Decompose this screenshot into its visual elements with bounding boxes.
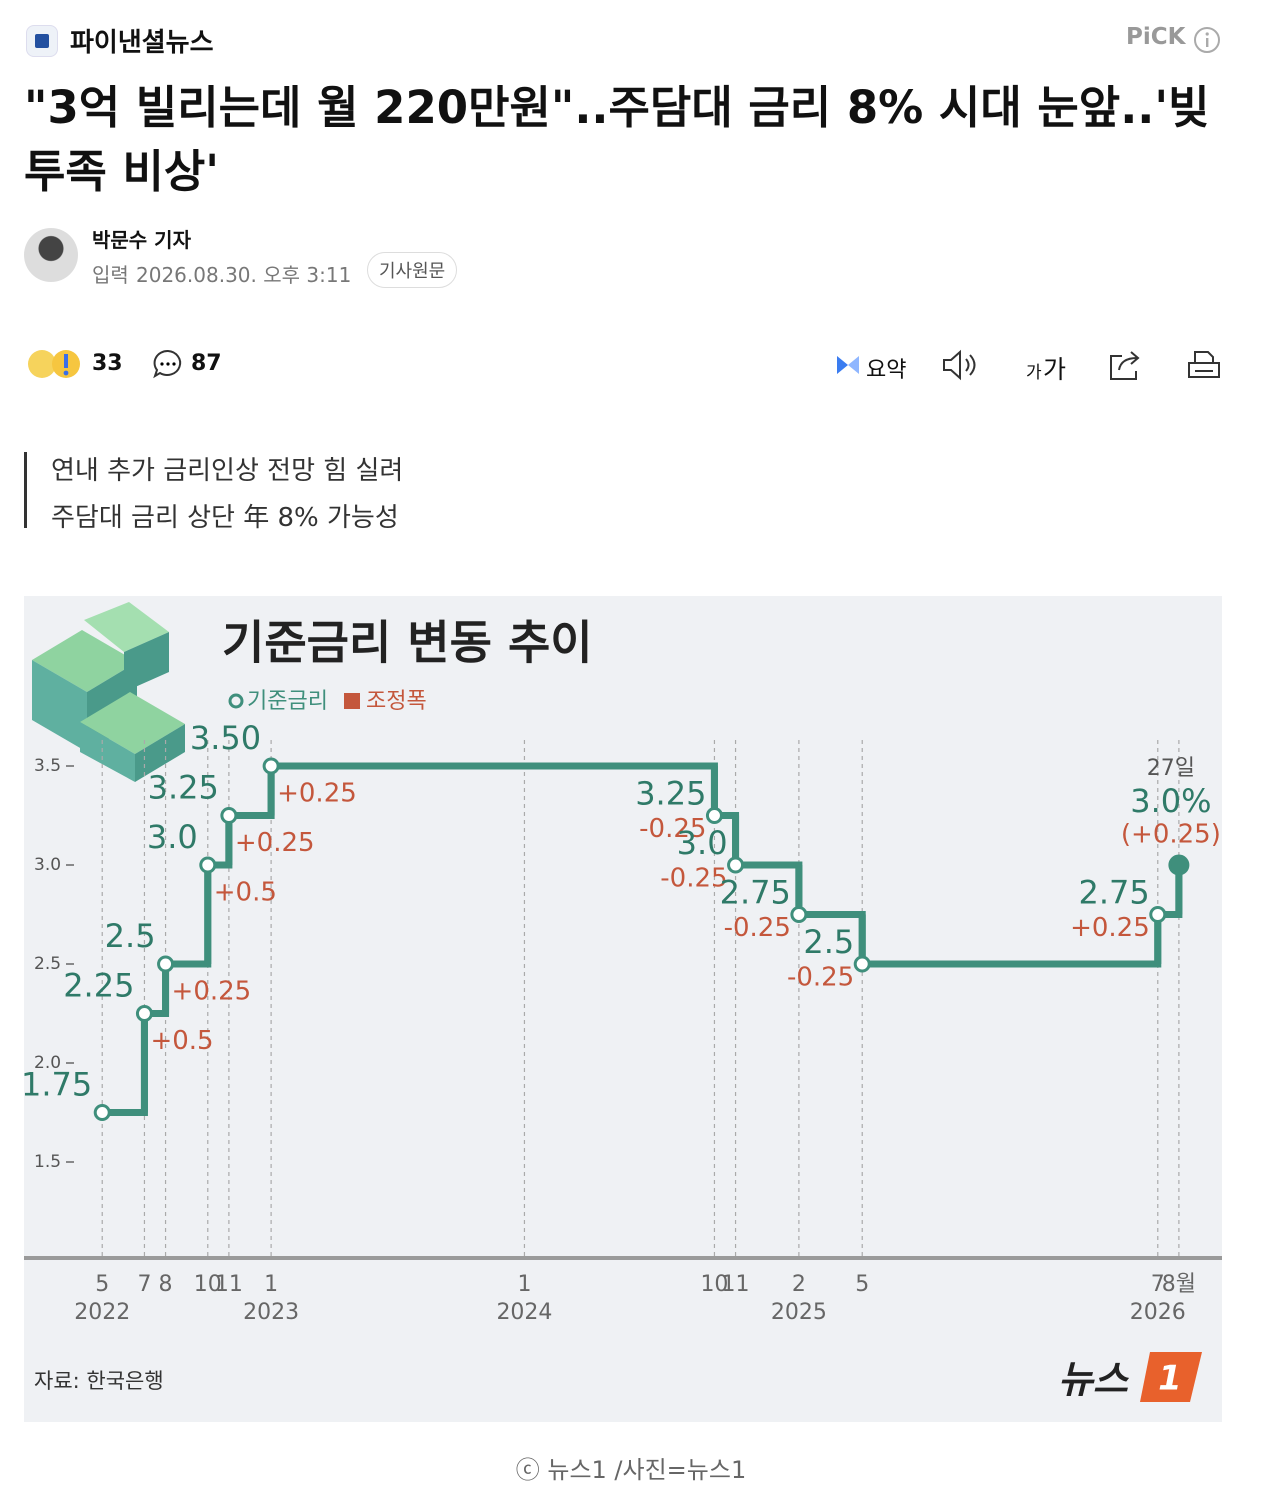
y-tick-label: 3.0 <box>34 855 61 875</box>
font-large[interactable]: 가 <box>1043 355 1067 384</box>
change-label: -0.25 <box>639 814 706 844</box>
rate-point <box>727 856 745 874</box>
change-label: +0.25 <box>277 779 357 809</box>
rate-point <box>790 906 808 923</box>
x-tick-label: 11 <box>722 1272 750 1297</box>
subtitle-line: 주담대 금리 상단 年 8% 가능성 <box>51 503 399 533</box>
press-name[interactable]: 파이낸셜뉴스 <box>70 28 214 58</box>
comment-icon[interactable] <box>152 348 186 380</box>
legend-label: 조정폭 <box>366 689 427 714</box>
change-label: +0.25 <box>235 828 315 858</box>
value-label: 1.75 <box>24 1066 92 1104</box>
pick-label: PiCK <box>1126 24 1186 50</box>
change-label: +0.5 <box>150 1026 213 1056</box>
rate-point <box>262 757 280 775</box>
money-illustration <box>32 602 185 782</box>
y-tick-label: 3.5 <box>34 756 61 776</box>
legend-marker <box>228 693 244 709</box>
y-tick-label: 2.5 <box>34 954 61 974</box>
chart-title: 기준금리 변동 추이 <box>222 616 593 670</box>
y-tick-label: 2.0 <box>34 1053 61 1073</box>
change-label: -0.25 <box>660 864 727 894</box>
year-label: 2026 <box>1130 1300 1186 1325</box>
rate-point <box>1168 854 1190 876</box>
subtitle-line: 연내 추가 금리인상 전망 힘 실려 <box>51 456 404 486</box>
font-small[interactable]: 가 <box>1026 363 1042 383</box>
x-tick-label: 11 <box>215 1272 243 1297</box>
x-tick-label: 1 <box>517 1272 531 1297</box>
x-tick-label: 7 <box>1151 1272 1165 1297</box>
value-label: 3.25 <box>635 775 706 813</box>
value-label: 2.25 <box>63 967 134 1005</box>
rate-point <box>853 955 871 973</box>
change-label: -0.25 <box>724 913 791 943</box>
chart-background <box>24 596 1222 1422</box>
image-caption: ⓒ 뉴스1 /사진=뉴스1 <box>515 1456 747 1484</box>
value-label: 3.0% <box>1130 782 1211 820</box>
rate-point <box>705 807 723 824</box>
share-icon[interactable] <box>1108 348 1144 382</box>
year-label: 2024 <box>496 1300 552 1325</box>
chart: 기준금리 변동 추이 기준금리 조정폭 자료: 한국은행 뉴스 1 1.5 2.0… <box>24 596 1222 1422</box>
x-tick-label: 10 <box>194 1272 222 1297</box>
article-title: "3억 빌리는데 월 220만원"..주담대 금리 8% 시대 눈앞..'빚투족… <box>24 81 1210 198</box>
date-label: 입력 <box>92 263 129 287</box>
comment-count: 87 <box>191 351 222 376</box>
x-tick-label: 1 <box>264 1272 278 1297</box>
rate-point <box>157 955 175 973</box>
rate-point <box>135 1005 153 1022</box>
summary-button[interactable]: 요약 <box>866 358 907 383</box>
value-label: 2.5 <box>105 917 156 955</box>
rate-point <box>220 807 238 824</box>
original-link[interactable]: 기사원문 <box>367 252 458 288</box>
x-tick-label: 5 <box>855 1272 869 1297</box>
change-label: -0.25 <box>787 963 854 993</box>
rate-point <box>93 1104 111 1121</box>
logo-mark-bg <box>1140 1352 1202 1402</box>
year-label: 2023 <box>243 1300 299 1325</box>
change-label: (+0.25) <box>1121 820 1221 850</box>
legend-label: 기준금리 <box>247 689 328 714</box>
print-icon[interactable] <box>1187 349 1221 381</box>
change-label: +0.25 <box>172 977 252 1007</box>
x-tick-label: 7 <box>137 1272 151 1297</box>
y-tick-label: 1.5 <box>34 1152 61 1172</box>
reporter-name[interactable]: 박문수 기자 <box>92 228 191 252</box>
year-label: 2022 <box>74 1300 130 1325</box>
logo-text: 뉴스 <box>1058 1358 1130 1402</box>
date: 2026.08.30. 오후 3:11 <box>136 263 352 287</box>
annotation: 27일 <box>1147 756 1195 781</box>
reaction-icon[interactable] <box>26 346 86 382</box>
change-label: +0.25 <box>1070 913 1150 943</box>
subtitle-bar <box>24 452 27 528</box>
value-label: 2.75 <box>1079 874 1150 912</box>
chart-source: 자료: 한국은행 <box>34 1369 164 1393</box>
subtitle: 연내 추가 금리인상 전망 힘 실려 주담대 금리 상단 年 8% 가능성 <box>51 448 403 542</box>
rate-point <box>1149 906 1167 923</box>
change-label: +0.5 <box>214 878 277 908</box>
info-icon[interactable] <box>1193 26 1221 54</box>
x-tick-label: 8월 <box>1162 1272 1196 1297</box>
x-tick-label: 8 <box>159 1272 173 1297</box>
value-label: 2.5 <box>803 923 854 961</box>
logo-mark: 1 <box>1158 1359 1182 1399</box>
value-label: 2.75 <box>720 874 791 912</box>
summary-icon[interactable] <box>834 352 862 378</box>
reporter-avatar[interactable] <box>24 228 78 282</box>
legend-marker <box>344 693 360 709</box>
x-tick-label: 5 <box>95 1272 109 1297</box>
reaction-count: 33 <box>92 351 123 376</box>
press-logo[interactable] <box>26 25 58 57</box>
audio-icon[interactable] <box>941 349 979 381</box>
rate-point <box>199 856 217 874</box>
value-label: 3.0 <box>147 818 198 856</box>
value-label: 3.50 <box>190 719 261 757</box>
value-label: 3.0 <box>677 824 728 862</box>
value-label: 3.25 <box>148 769 219 807</box>
x-tick-label: 10 <box>700 1272 728 1297</box>
year-label: 2025 <box>771 1300 827 1325</box>
x-tick-label: 2 <box>792 1272 806 1297</box>
